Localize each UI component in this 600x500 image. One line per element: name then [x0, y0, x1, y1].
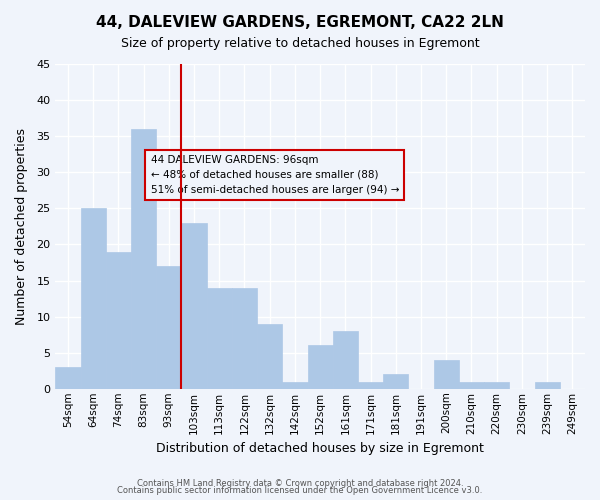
Bar	[55, 367, 80, 389]
Bar	[131, 129, 156, 389]
Y-axis label: Number of detached properties: Number of detached properties	[15, 128, 28, 325]
Bar	[80, 208, 106, 389]
Bar	[333, 331, 358, 389]
Bar	[206, 288, 232, 389]
Bar	[232, 288, 257, 389]
Text: Contains HM Land Registry data © Crown copyright and database right 2024.: Contains HM Land Registry data © Crown c…	[137, 478, 463, 488]
Bar	[257, 324, 283, 389]
Text: 44, DALEVIEW GARDENS, EGREMONT, CA22 2LN: 44, DALEVIEW GARDENS, EGREMONT, CA22 2LN	[96, 15, 504, 30]
Bar	[308, 346, 333, 389]
Bar	[358, 382, 383, 389]
Text: Contains public sector information licensed under the Open Government Licence v3: Contains public sector information licen…	[118, 486, 482, 495]
Bar	[106, 252, 131, 389]
X-axis label: Distribution of detached houses by size in Egremont: Distribution of detached houses by size …	[156, 442, 484, 455]
Bar	[383, 374, 409, 389]
Bar	[156, 266, 181, 389]
Bar	[434, 360, 459, 389]
Bar	[283, 382, 308, 389]
Bar	[535, 382, 560, 389]
Bar	[484, 382, 509, 389]
Text: 44 DALEVIEW GARDENS: 96sqm
← 48% of detached houses are smaller (88)
51% of semi: 44 DALEVIEW GARDENS: 96sqm ← 48% of deta…	[151, 155, 399, 194]
Bar	[459, 382, 484, 389]
Bar	[181, 223, 206, 389]
Text: Size of property relative to detached houses in Egremont: Size of property relative to detached ho…	[121, 38, 479, 51]
